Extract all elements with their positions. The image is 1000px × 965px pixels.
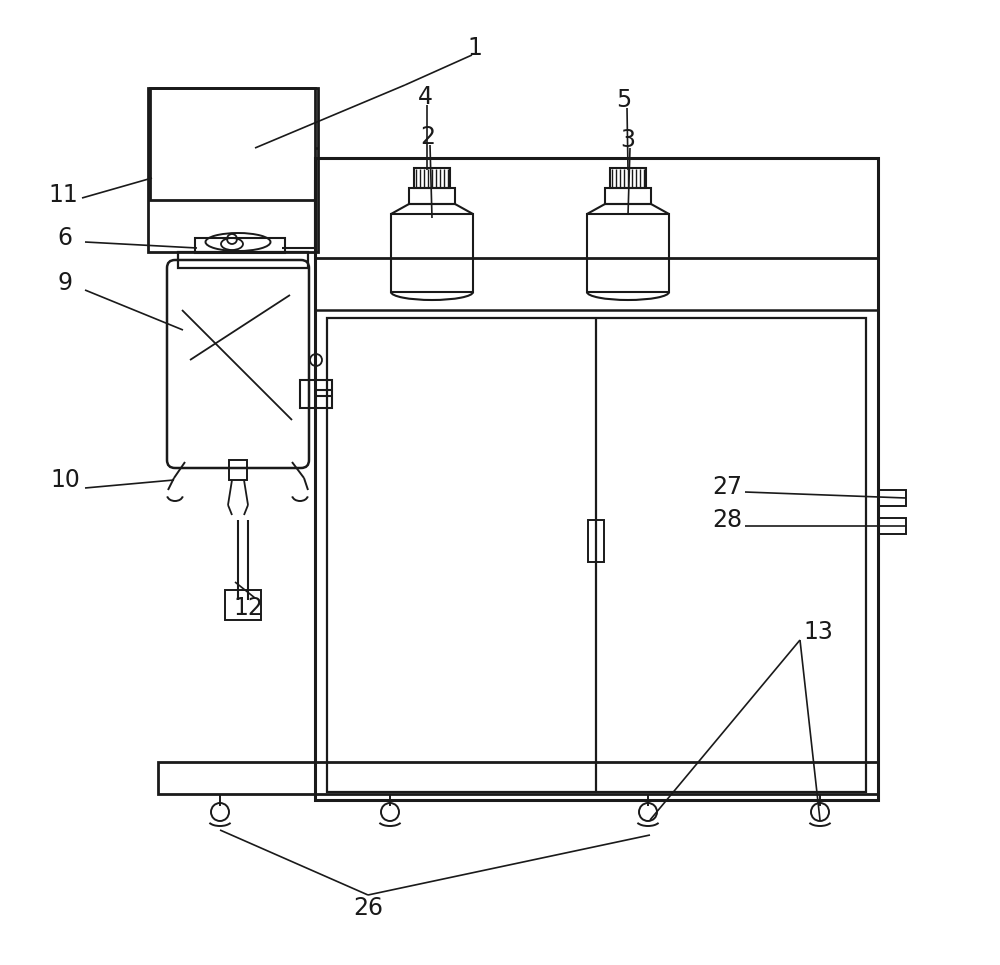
Bar [878, 518, 906, 534]
Text: 11: 11 [48, 183, 78, 207]
Bar [610, 168, 646, 188]
Text: 5: 5 [616, 88, 632, 112]
Text: 10: 10 [50, 468, 80, 492]
Text: 2: 2 [420, 125, 436, 149]
Bar [158, 762, 878, 794]
Bar [409, 188, 455, 204]
Bar [225, 590, 261, 620]
Text: 3: 3 [620, 128, 636, 152]
Bar [588, 520, 604, 562]
Bar [195, 238, 285, 253]
Text: 27: 27 [712, 475, 742, 499]
Text: 26: 26 [353, 896, 383, 920]
Bar [178, 252, 308, 268]
Text: 12: 12 [233, 596, 263, 620]
Bar [229, 460, 247, 480]
Bar [300, 380, 332, 408]
Bar [605, 188, 651, 204]
Text: 1: 1 [468, 36, 482, 60]
Bar [587, 214, 669, 292]
Bar [148, 88, 318, 252]
Text: 13: 13 [803, 620, 833, 644]
Bar [878, 490, 906, 506]
Text: 28: 28 [712, 508, 742, 532]
Text: 6: 6 [58, 226, 72, 250]
Text: 9: 9 [58, 271, 72, 295]
Bar [315, 158, 878, 800]
Bar [391, 214, 473, 292]
Bar [327, 318, 866, 792]
Text: 4: 4 [418, 85, 432, 109]
Bar [414, 168, 450, 188]
Bar [150, 88, 315, 200]
